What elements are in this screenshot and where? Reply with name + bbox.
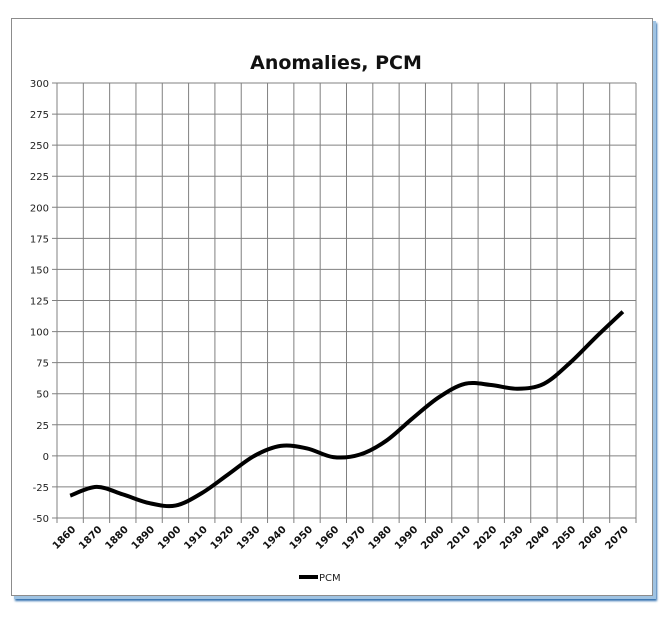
x-tick-label: 1960 [314,524,341,551]
x-axis-labels: 1860187018801890190019101920193019401950… [51,524,631,551]
x-tick-label: 1940 [261,524,288,551]
y-tick-label: 250 [30,141,49,152]
y-tick-label: 50 [36,390,49,401]
y-tick-label: -50 [33,514,49,525]
chart-title: Anomalies, PCM [250,52,422,74]
x-tick-label: 1900 [156,524,183,551]
y-tick-label: 225 [30,172,49,183]
y-tick-label: 300 [30,79,49,90]
series-line-pcm [69,310,625,509]
y-tick-label: 75 [36,359,49,370]
x-tick-label: 1890 [130,524,157,551]
legend: PCM [299,573,341,584]
x-tick-label: 1930 [235,524,262,551]
y-tick-label: 125 [30,297,49,308]
x-tick-label: 2010 [446,524,473,551]
chart-frame: Anomalies, PCM 300 275 250 225 200 175 150 125 1… [11,18,653,596]
x-tick-label: 2070 [603,524,630,551]
y-tick-label: 200 [30,203,49,214]
x-tick-label: 1950 [288,524,315,551]
line-chart: Anomalies, PCM 3002752502252001751501251… [30,52,637,584]
y-tick-label: 100 [30,328,49,339]
y-tick-label: 175 [30,234,49,245]
y-tick-label: 275 [30,110,49,121]
x-tick-label: 2000 [419,524,446,551]
x-tick-label: 1870 [77,524,104,551]
x-tick-label: 2020 [472,524,499,551]
x-tick-label: 2050 [551,524,578,551]
x-tick-label: 1990 [393,524,420,551]
x-tick-label: 1910 [182,524,209,551]
y-tick-label: 25 [36,421,49,432]
x-tick-label: 2040 [525,524,552,551]
x-tick-label: 1920 [209,524,236,551]
legend-label-pcm: PCM [319,573,341,584]
x-tick-label: 2060 [577,524,604,551]
x-tick-label: 1970 [340,524,367,551]
y-tick-label: -25 [33,483,49,494]
x-tick-label: 1880 [103,524,130,551]
y-tick-label: 0 [43,452,49,463]
y-tick-label: 150 [30,265,49,276]
x-tick-label: 1860 [51,524,78,551]
x-tick-label: 1980 [367,524,394,551]
x-tick-label: 2030 [498,524,525,551]
